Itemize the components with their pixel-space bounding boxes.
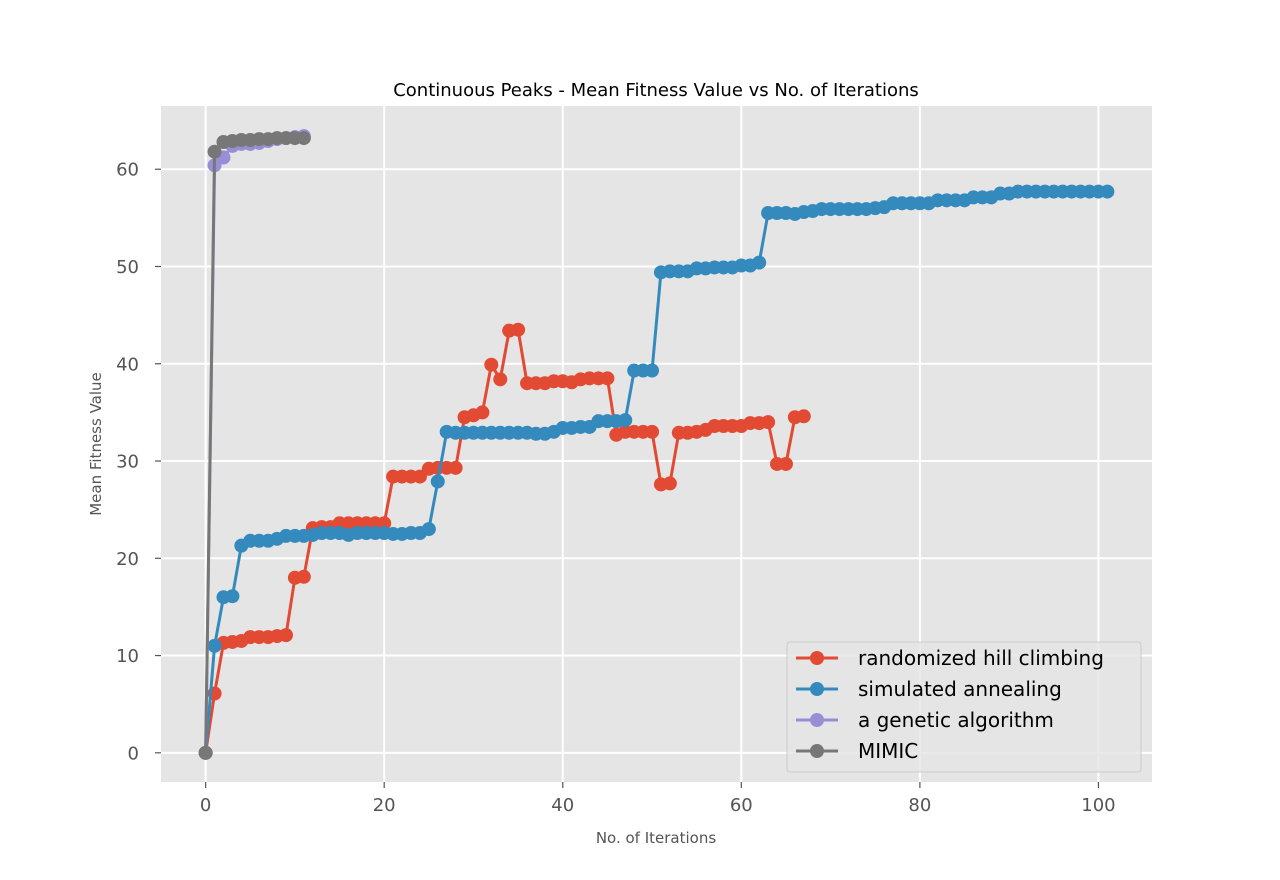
legend-marker <box>810 651 824 665</box>
data-point <box>761 415 776 430</box>
data-point <box>296 131 311 146</box>
data-series <box>198 129 1115 760</box>
data-point <box>448 460 463 475</box>
y-axis-label: Mean Fitness Value <box>87 372 105 516</box>
data-point <box>296 569 311 584</box>
legend-label: randomized hill climbing <box>858 646 1104 670</box>
data-point <box>778 456 793 471</box>
data-point <box>484 357 499 372</box>
y-tick-label: 50 <box>116 257 139 278</box>
data-point <box>600 371 615 386</box>
legend-item: simulated annealing <box>796 677 1062 701</box>
legend-marker <box>810 713 824 727</box>
data-point <box>475 405 490 420</box>
x-tick-label: 100 <box>1081 795 1115 816</box>
x-axis-label: No. of Iterations <box>596 829 717 847</box>
x-tick-label: 20 <box>373 795 396 816</box>
data-point <box>198 745 213 760</box>
data-point <box>645 363 660 378</box>
axis-ticks: 0 20 40 60 80 100 0 10 20 30 40 50 60 <box>116 160 1116 816</box>
data-point <box>430 474 445 489</box>
data-point <box>1100 184 1115 199</box>
y-tick-label: 20 <box>116 549 139 570</box>
data-point <box>207 638 222 653</box>
chart-title: Continuous Peaks - Mean Fitness Value vs… <box>393 80 919 101</box>
data-point <box>377 516 392 531</box>
series-1 <box>198 322 811 760</box>
data-point <box>796 409 811 424</box>
x-tick-label: 80 <box>908 795 931 816</box>
data-point <box>662 476 677 491</box>
legend-item: randomized hill climbing <box>796 646 1104 670</box>
data-point <box>225 589 240 604</box>
legend-label: a genetic algorithm <box>858 708 1054 732</box>
data-point <box>493 372 508 387</box>
y-tick-label: 10 <box>116 646 139 667</box>
legend-item: MIMIC <box>796 739 918 763</box>
data-point <box>207 144 222 159</box>
legend-label: MIMIC <box>858 739 918 763</box>
legend-item: a genetic algorithm <box>796 708 1054 732</box>
series-4 <box>198 131 311 760</box>
data-point <box>278 628 293 643</box>
series-2 <box>198 184 1115 760</box>
y-tick-label: 60 <box>116 160 139 181</box>
x-tick-label: 40 <box>551 795 574 816</box>
y-tick-label: 40 <box>116 354 139 375</box>
data-point <box>752 255 767 270</box>
data-point <box>421 522 436 537</box>
data-point <box>511 322 526 337</box>
legend: randomized hill climbing simulated anneal… <box>786 641 1142 773</box>
legend-label: simulated annealing <box>858 677 1062 701</box>
legend-marker <box>810 744 824 758</box>
data-point <box>645 424 660 439</box>
legend-box <box>786 641 1142 773</box>
legend-marker <box>810 682 824 696</box>
y-tick-label: 0 <box>128 743 139 764</box>
x-tick-label: 60 <box>730 795 753 816</box>
y-tick-label: 30 <box>116 452 139 473</box>
data-point <box>618 413 633 428</box>
x-tick-label: 0 <box>200 795 211 816</box>
